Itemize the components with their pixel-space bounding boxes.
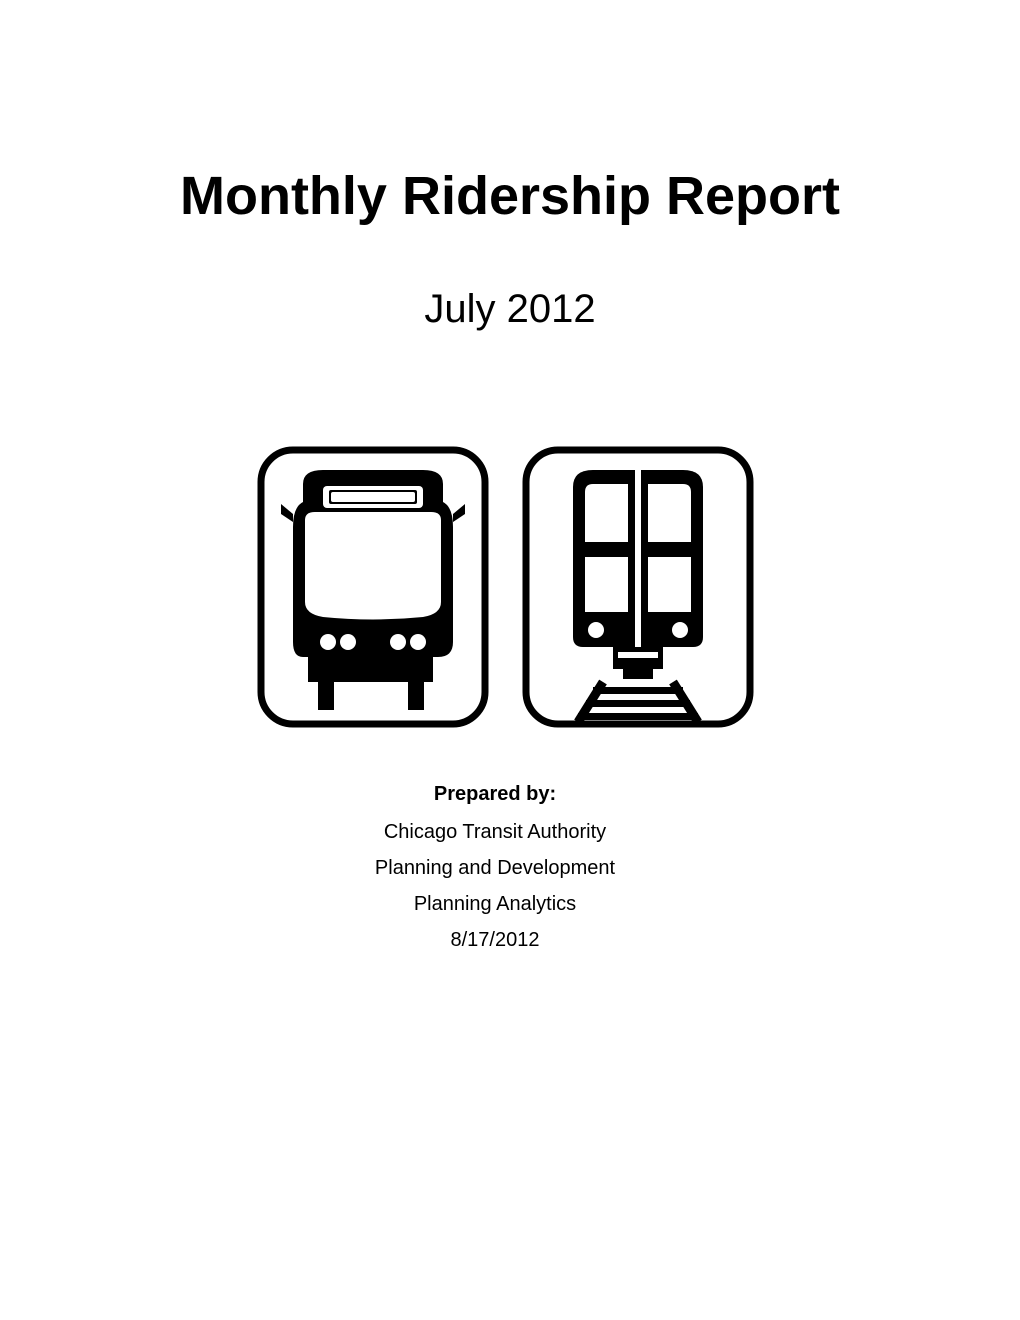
icons-row (253, 442, 758, 732)
bus-icon (253, 442, 493, 732)
page-title: Monthly Ridership Report (180, 165, 840, 227)
train-icon (518, 442, 758, 732)
page-subtitle: July 2012 (424, 287, 595, 332)
prepared-by-label: Prepared by: (375, 777, 615, 811)
prepared-section: Prepared by: Chicago Transit Authority P… (375, 777, 615, 959)
bus-icon-frame (253, 442, 493, 732)
train-icon-frame (518, 442, 758, 732)
prepared-dept: Planning and Development (375, 851, 615, 885)
prepared-date: 8/17/2012 (375, 923, 615, 957)
prepared-group: Planning Analytics (375, 887, 615, 921)
prepared-org: Chicago Transit Authority (375, 815, 615, 849)
